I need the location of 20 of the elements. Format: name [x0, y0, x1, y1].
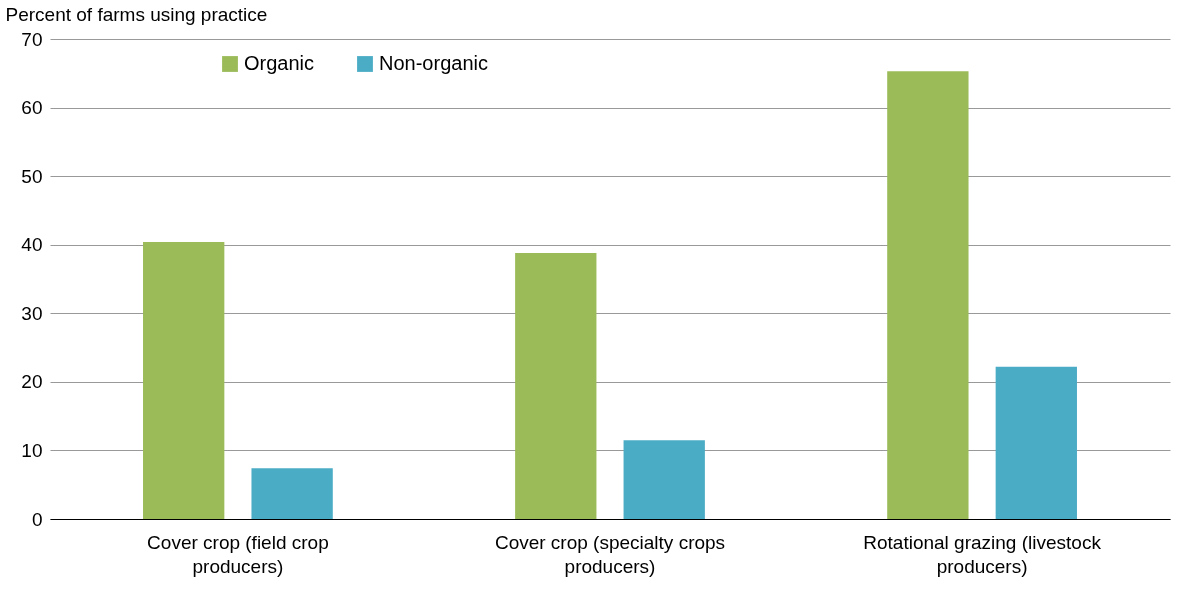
- bar: [887, 71, 969, 519]
- y-tick-label: 10: [21, 439, 43, 461]
- y-tick-label: 0: [31, 508, 43, 530]
- legend-label: Non-organic: [379, 52, 488, 74]
- y-tick-label: 30: [21, 302, 43, 324]
- bar: [251, 468, 333, 519]
- y-tick-label: 70: [21, 28, 43, 50]
- bar: [515, 252, 597, 519]
- bar: [995, 366, 1077, 519]
- x-tick-label: Cover crop (field crop producers): [147, 531, 329, 577]
- y-axis-title: Percent of farms using practice: [5, 3, 268, 25]
- y-tick-label: 40: [21, 234, 43, 256]
- bar: [623, 440, 705, 519]
- legend-label: Organic: [244, 52, 315, 74]
- bar: [143, 241, 225, 519]
- x-tick-label: Rotational grazing (livestock producers): [863, 531, 1102, 577]
- y-tick-label: 60: [21, 97, 43, 119]
- x-tick-label: Cover crop (specialty crops producers): [494, 531, 726, 577]
- y-tick-label: 20: [21, 371, 43, 393]
- y-tick-label: 50: [21, 165, 43, 187]
